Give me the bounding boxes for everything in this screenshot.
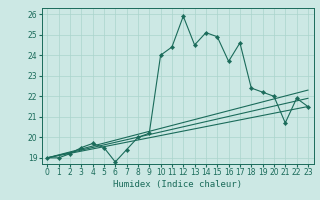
X-axis label: Humidex (Indice chaleur): Humidex (Indice chaleur) <box>113 180 242 189</box>
